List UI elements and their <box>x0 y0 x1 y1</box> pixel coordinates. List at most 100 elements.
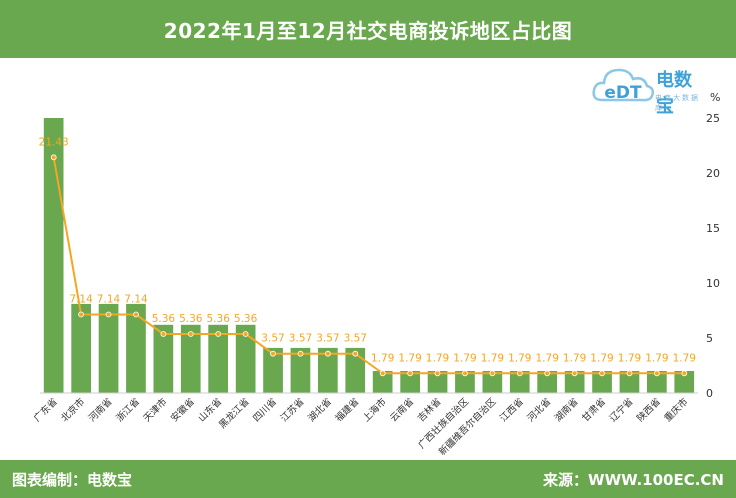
x-tick-label-1: 广东省 <box>31 396 60 425</box>
bar-15 <box>427 371 448 393</box>
cloud-logo-icon: eDT <box>592 68 655 103</box>
data-label-13: 1.79 <box>371 352 394 364</box>
x-tick-label-22: 辽宁省 <box>607 396 636 425</box>
line-point-20 <box>571 370 578 377</box>
line-point-18 <box>516 370 523 377</box>
data-label-5: 5.36 <box>152 313 176 325</box>
y-unit-label: % <box>710 91 720 104</box>
data-label-14: 1.79 <box>398 352 421 364</box>
y-tick-labels-group: 0 5 10 15 20 25 <box>706 112 720 400</box>
line-point-12 <box>352 350 359 357</box>
line-point-2 <box>78 311 84 318</box>
data-label-18: 1.79 <box>508 352 531 364</box>
x-tick-label-21: 甘肃省 <box>579 396 608 425</box>
line-point-19 <box>544 370 551 377</box>
x-tick-label-19: 河北省 <box>525 396 554 425</box>
x-tick-label-23: 陕西省 <box>634 396 663 425</box>
logo-subtext: 电商大数据库 <box>655 94 700 112</box>
x-tick-label-2: 北京市 <box>59 395 88 424</box>
data-label-7: 5.36 <box>207 313 231 325</box>
x-tick-label-11: 湖北省 <box>305 396 334 425</box>
line-point-23 <box>654 370 660 377</box>
line-point-16 <box>462 370 468 377</box>
bar-23 <box>647 371 667 393</box>
x-tick-label-8: 黑龙江省 <box>216 396 251 431</box>
bar-3 <box>98 303 119 393</box>
bar-16 <box>455 371 475 393</box>
logo-mark: eDT <box>604 83 642 103</box>
data-label-16: 1.79 <box>453 352 476 364</box>
bar-6 <box>180 324 201 393</box>
line-point-15 <box>434 370 441 377</box>
bar-20 <box>564 371 585 393</box>
data-labels-group: 21.437.14 7.14 7.145.36 5.36 5.36 5.363.57 3.5… <box>39 136 696 364</box>
bar-17 <box>482 371 503 393</box>
bar-19 <box>537 371 557 393</box>
line-point-22 <box>626 370 633 377</box>
brand-logo: eDT 电数宝 电商大数据库 <box>592 60 707 117</box>
y-tick-label-1: 0 <box>706 387 713 400</box>
data-label-23: 1.79 <box>645 352 668 364</box>
line-point-10 <box>297 350 304 357</box>
bar-12 <box>345 347 366 393</box>
bar-2 <box>71 303 91 393</box>
bar-14 <box>400 371 420 393</box>
line-point-21 <box>599 370 605 377</box>
points-group <box>50 154 688 377</box>
line-point-1 <box>50 154 57 161</box>
editor-credit: 图表编制：电数宝 <box>12 471 133 489</box>
line-point-11 <box>324 350 331 357</box>
bar-21 <box>592 371 612 393</box>
data-label-9: 3.57 <box>261 333 284 345</box>
line-point-9 <box>270 350 276 357</box>
y-tick-label-5: 20 <box>706 167 720 180</box>
data-label-12: 3.57 <box>344 333 367 345</box>
data-label-6: 5.36 <box>179 313 203 325</box>
line-point-24 <box>681 370 688 377</box>
bar-13 <box>372 371 393 393</box>
line-point-3 <box>105 311 112 318</box>
x-tick-label-10: 江苏省 <box>278 396 307 425</box>
source-credit: 来源：WWW.100EC.CN <box>543 471 724 489</box>
x-tick-label-5: 天津市 <box>141 395 170 424</box>
bar-11 <box>318 347 338 393</box>
line-point-7 <box>215 331 222 337</box>
chart-title: 2022年1月至12月社交电商投诉地区占比图 <box>163 18 573 43</box>
bar-4 <box>126 303 146 393</box>
bar-18 <box>509 371 530 393</box>
x-tick-label-12: 福建省 <box>333 396 362 425</box>
x-tick-label-4: 浙江省 <box>113 396 142 425</box>
bar-24 <box>674 371 695 393</box>
data-label-3: 7.14 <box>97 294 121 306</box>
trend-line <box>52 157 685 375</box>
data-label-11: 3.57 <box>316 333 339 345</box>
data-label-2: 7.14 <box>69 294 93 306</box>
bar-9 <box>263 347 283 393</box>
data-label-15: 1.79 <box>426 352 449 364</box>
x-tick-label-20: 湖南省 <box>552 396 581 425</box>
bar-10 <box>290 347 311 393</box>
x-tick-label-3: 河南省 <box>86 396 115 425</box>
y-tick-label-3: 10 <box>706 277 720 290</box>
data-label-4: 7.14 <box>124 294 148 306</box>
data-label-21: 1.79 <box>590 352 613 364</box>
line-point-14 <box>407 370 414 377</box>
x-tick-label-6: 安徽省 <box>168 396 197 425</box>
bar-8 <box>235 324 256 393</box>
line-point-13 <box>379 370 386 377</box>
x-tick-label-24: 重庆市 <box>662 395 691 424</box>
data-label-19: 1.79 <box>536 352 559 364</box>
data-label-8: 5.36 <box>234 313 258 325</box>
x-tick-label-13: 上海市 <box>360 395 389 424</box>
line-point-6 <box>187 331 194 337</box>
x-tick-label-18: 江西省 <box>497 396 526 425</box>
bar-5 <box>153 324 174 393</box>
data-label-20: 1.79 <box>563 352 586 364</box>
data-label-10: 3.57 <box>289 333 312 345</box>
line-point-4 <box>133 311 139 318</box>
y-tick-label-2: 5 <box>706 332 713 345</box>
x-tick-label-14: 云南省 <box>388 396 417 425</box>
bar-line-chart: 21.437.14 7.14 7.145.36 5.36 5.36 5.363.57 3.5… <box>31 91 720 458</box>
data-label-17: 1.79 <box>481 352 504 364</box>
